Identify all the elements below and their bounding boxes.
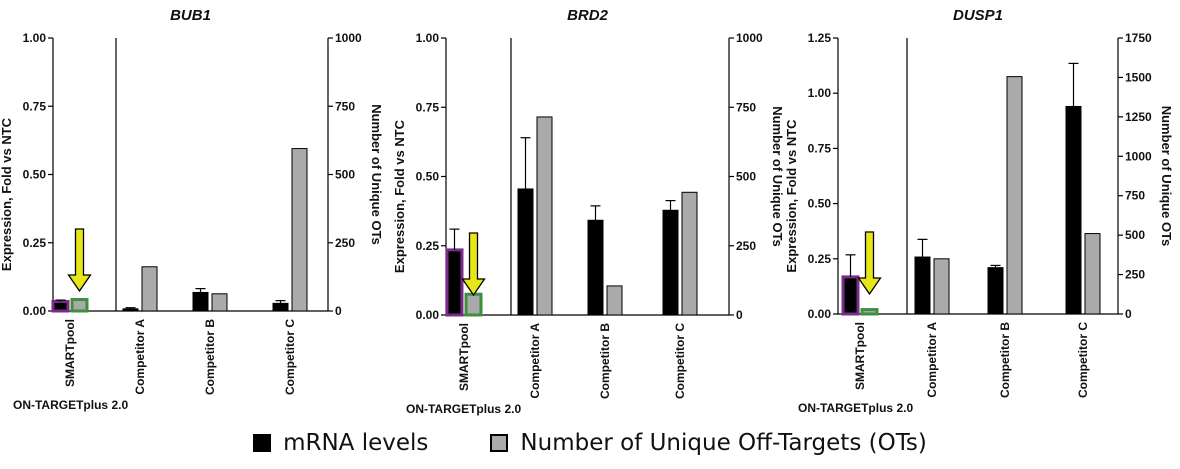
panel-1-left-tick-label: 1.00 (23, 31, 47, 45)
panel-3-group-label: ON-TARGETplus 2.0 (798, 401, 913, 415)
panel-2-title: BRD2 (567, 7, 608, 24)
panel-2-left-tick-label: 0.00 (416, 308, 440, 322)
panel-3-ots-bar (1006, 76, 1023, 315)
panel-1-ots-bar (211, 293, 228, 312)
panel-1-right-tick-label: 1000 (335, 31, 362, 45)
panel-2-category-label: Competitor B (598, 323, 612, 399)
panel-1-right-tick-label: 750 (335, 99, 355, 113)
panel-2-mrna-bar (517, 188, 534, 316)
panel-2-ylabel-left: Expression, Fold vs NTC (392, 119, 407, 273)
panel-3-right-tick-label: 750 (1125, 189, 1145, 203)
panel-3-right-tick-label: 1250 (1125, 110, 1152, 124)
panel-2-right-tick-label: 1000 (736, 31, 763, 45)
panel-2-mrna-bar (445, 248, 464, 317)
panel-2-ots-bar (681, 191, 698, 316)
panel-3-title: DUSP1 (953, 7, 1003, 24)
panel-2-right-tick-label: 0 (736, 308, 743, 322)
panel-1-right-tick-label: 250 (335, 236, 355, 250)
panel-2-left-tick-label: 0.75 (416, 100, 440, 114)
panel-3-ots-bar (933, 258, 950, 315)
panel-3-ots-bar (860, 308, 879, 316)
panel-3-right-tick-label: 0 (1125, 307, 1132, 321)
legend-swatch-ots (490, 434, 509, 452)
panel-3-ots-bar (1084, 233, 1101, 315)
panel-3-right-tick-label: 1500 (1125, 70, 1152, 84)
panel-3-left-tick-label: 0.50 (808, 197, 832, 211)
panel-2-ots-bar (536, 116, 553, 316)
panel-1-title: BUB1 (170, 7, 211, 24)
panel-1-category-label: Competitor C (283, 319, 297, 395)
panel-3-mrna-bar (1065, 105, 1082, 315)
panel-1-left-tick-label: 0.25 (23, 236, 47, 250)
panel-3-left-tick-label: 0.75 (808, 141, 832, 155)
panel-1-ots-bar (141, 266, 158, 312)
panel-2-category-label: Competitor C (673, 323, 687, 399)
panel-3-left-tick-label: 0.25 (808, 252, 832, 266)
panel-1-category-label: Competitor B (203, 319, 217, 395)
panel-1-category-label: Competitor A (133, 319, 147, 395)
panel-1-mrna-bar (192, 291, 209, 312)
panel-3-left-tick-label: 1.25 (808, 31, 832, 45)
panel-3-ylabel-left: Expression, Fold vs NTC (784, 119, 799, 273)
panel-3-mrna-bar (841, 275, 860, 316)
panel-3-category-label: SMARTpool (853, 322, 867, 390)
panel-3-left-tick-label: 0.00 (808, 307, 832, 321)
panel-1-down-arrow-icon (67, 228, 92, 293)
panel-2-left-tick-label: 0.50 (416, 170, 440, 184)
panel-1-mrna-bar (51, 299, 70, 313)
legend-label-mrna: mRNA levels (283, 430, 429, 456)
legend-label-ots: Number of Unique Off-Targets (OTs) (520, 430, 927, 456)
panel-3-ylabel-right: Number of Unique OTs (1159, 106, 1174, 247)
panel-1-group-label: ON-TARGETplus 2.0 (13, 398, 128, 412)
panel-3-mrna-bar (987, 267, 1004, 315)
panel-1-left-tick-label: 0.00 (23, 304, 47, 318)
panel-3-mrna-bar (914, 256, 931, 315)
panel-2-left-tick-label: 0.25 (416, 239, 440, 253)
panel-1-right-tick-label: 500 (335, 168, 355, 182)
panel-1-mrna-bar (122, 308, 139, 312)
panel-2-left-tick-label: 1.00 (416, 31, 440, 45)
panel-2-mrna-bar (587, 219, 604, 316)
panel-1-ots-bar (70, 298, 89, 313)
panel-2-category-label: Competitor A (528, 323, 542, 399)
panel-3-right-tick-label: 1750 (1125, 31, 1152, 45)
panel-2-group-label: ON-TARGETplus 2.0 (406, 402, 521, 416)
panel-2-right-tick-label: 500 (736, 170, 756, 184)
panel-3-right-tick-label: 250 (1125, 268, 1145, 282)
panel-2-ots-bar (464, 292, 483, 317)
panel-2-right-tick-label: 250 (736, 239, 756, 253)
panel-3-left-tick-label: 1.00 (808, 86, 832, 100)
panel-3-right-tick-label: 1000 (1125, 149, 1152, 163)
legend: mRNA levels Number of Unique Off-Targets… (0, 430, 1180, 456)
panel-1-right-tick-label: 0 (335, 304, 342, 318)
panel-2-category-label: SMARTpool (457, 323, 471, 391)
panel-1-ylabel-right: Number of Unique OTs (369, 104, 384, 245)
panel-2-down-arrow-icon (461, 232, 486, 297)
panel-1-left-tick-label: 0.50 (23, 168, 47, 182)
panel-3-right-tick-label: 500 (1125, 228, 1145, 242)
panel-2-right-tick-label: 750 (736, 100, 756, 114)
panel-1-mrna-bar (272, 302, 289, 312)
panel-2-mrna-bar (662, 209, 679, 316)
panel-1-ots-bar (291, 148, 308, 312)
legend-item-mrna: mRNA levels (253, 430, 428, 456)
panel-3-down-arrow-icon (857, 231, 882, 296)
panel-1-ylabel-left: Expression, Fold vs NTC (0, 117, 14, 271)
panel-2-ots-bar (606, 285, 623, 316)
legend-swatch-mrna (253, 434, 272, 452)
panel-3-category-label: Competitor C (1076, 322, 1090, 398)
panel-1-category-label: SMARTpool (63, 319, 77, 387)
legend-item-ots: Number of Unique Off-Targets (OTs) (490, 430, 927, 456)
panel-1-left-tick-label: 0.75 (23, 99, 47, 113)
panel-3-category-label: Competitor A (925, 322, 939, 398)
panel-2-ylabel-right: Number of Unique OTs (770, 106, 785, 247)
panel-3-category-label: Competitor B (998, 322, 1012, 398)
